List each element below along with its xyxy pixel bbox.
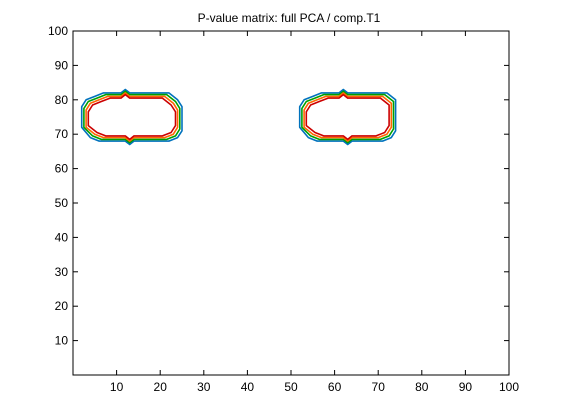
axis-tick-labels: 10 20 30 40 50 60 70 80 90 100 10 20 30 40 50 60 70 80 90 1… [48,24,519,394]
x-tick-label: 10 [110,380,124,394]
x-tick-label: 40 [241,380,255,394]
contour-line-1-2 [298,88,397,146]
contour-line-4-1 [87,93,177,141]
contour-lines [80,88,397,146]
y-tick-label: 10 [55,334,69,348]
x-tick-label: 50 [284,380,298,394]
axis-ticks [73,30,510,375]
contour-line-2-2 [301,90,395,144]
contour-line-1-1 [80,88,183,146]
x-tick-label: 60 [328,380,342,394]
y-tick-label: 80 [55,93,69,107]
contour-line-4-2 [305,93,390,141]
x-tick-label: 70 [372,380,386,394]
y-tick-label: 20 [55,299,69,313]
y-tick-label: 70 [55,127,69,141]
x-tick-label: 20 [154,380,168,394]
x-tick-label: 90 [459,380,473,394]
contour-line-3-1 [85,92,179,142]
contour-line-3-2 [303,92,393,142]
y-tick-label: 60 [55,162,69,176]
y-tick-label: 40 [55,230,69,244]
x-tick-label: 80 [415,380,429,394]
y-tick-label: 100 [48,24,68,38]
y-tick-label: 90 [55,58,69,72]
y-tick-label: 30 [55,265,69,279]
x-tick-label: 30 [197,380,211,394]
y-tick-label: 50 [55,196,69,210]
contour-line-2-1 [83,90,181,144]
plot-area [72,30,510,376]
x-tick-label: 100 [499,380,519,394]
chart-title: P-value matrix: full PCA / comp.T1 [198,11,381,25]
